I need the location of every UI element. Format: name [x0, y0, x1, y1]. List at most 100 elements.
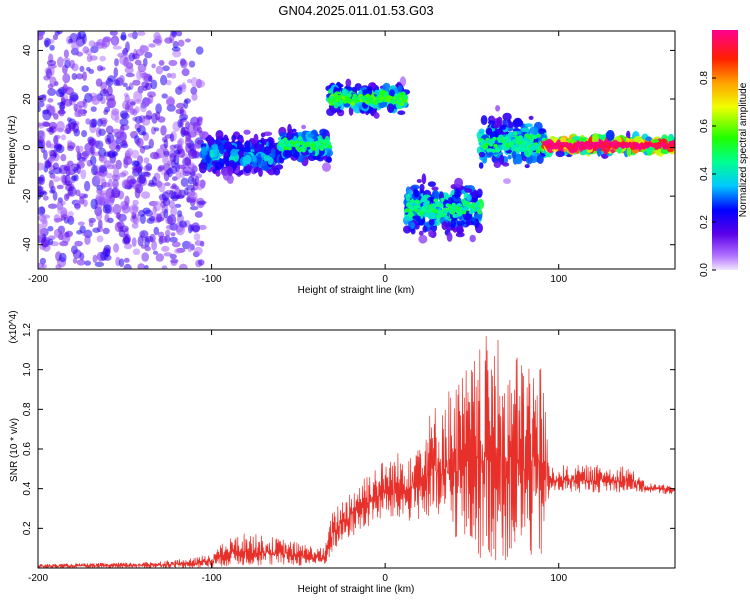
spectrogram-cell [633, 136, 642, 144]
spectrogram-cell [254, 167, 262, 172]
spectrogram-cell [126, 148, 134, 157]
spectrogram-cell [215, 169, 221, 177]
spectrogram-cell [57, 110, 66, 115]
spectrogram-cell [57, 56, 64, 68]
spectrogram-cell [180, 177, 189, 187]
spectrogram-cell [136, 127, 141, 133]
spectrogram-cell [102, 88, 108, 95]
spectrogram-cell [141, 118, 151, 126]
spectrogram-cell [62, 83, 68, 94]
spectrogram-cell [63, 98, 73, 107]
spectrogram-cell [42, 195, 49, 201]
snr-xtick-label: 100 [550, 573, 567, 584]
spectrogram-ridge-cell [502, 142, 508, 147]
spectrogram-cell [261, 165, 271, 171]
spectrogram-cell [141, 81, 150, 88]
spectrogram-cell [626, 146, 632, 157]
spectrogram-cell [131, 160, 140, 167]
spectrogram-ylabel: Frequency (Hz) [7, 116, 18, 185]
spectrogram-cell [465, 220, 475, 226]
spectrogram-cell [166, 96, 175, 107]
spectrogram-cell [524, 147, 532, 158]
spectrogram-frame [37, 30, 676, 270]
spectrogram-cell [56, 120, 65, 132]
spectrogram-cell [122, 82, 128, 88]
spectrogram-cell [52, 191, 58, 201]
spectrogram-cell [103, 248, 111, 254]
snr-ytick-label: 1.0 [22, 362, 33, 376]
spectrogram-cell [127, 32, 136, 38]
spectrogram-ridge-cell [518, 135, 523, 140]
snr-xlabel: Height of straight line (km) [298, 584, 415, 595]
spectrogram-xtick-label: -100 [202, 274, 222, 285]
spectrogram-cell [96, 235, 104, 243]
spectrogram-cell [160, 74, 168, 86]
spectrogram-xtick-label: -200 [28, 274, 48, 285]
spectrogram-cell [164, 315, 169, 319]
spectrogram-ridge-cell [440, 197, 445, 202]
spectrogram-cell [125, 72, 135, 78]
spectrogram-cell [105, 125, 114, 135]
spectrogram-ridge-cell [533, 135, 538, 139]
spectrogram-cell [223, 141, 233, 151]
spectrogram-cell [90, 45, 99, 54]
spectrogram-cell [67, 215, 74, 222]
spectrogram-cell [605, 129, 615, 141]
spectrogram-cell [476, 188, 483, 198]
spectrogram-cell [139, 213, 146, 225]
spectrogram-cell [525, 155, 533, 165]
spectrogram-cell [98, 164, 107, 173]
spectrogram-cell [123, 158, 129, 169]
spectrogram-cell [89, 55, 98, 61]
spectrogram-cell [187, 241, 193, 253]
spectrogram-cell [106, 164, 115, 170]
spectrogram-cell [189, 206, 199, 211]
spectrogram-cell [78, 31, 86, 40]
spectrogram-cell [54, 134, 61, 140]
spectrogram-cell [113, 79, 121, 86]
spectrogram-cell [325, 149, 333, 157]
spectrogram-cell [134, 59, 142, 66]
spectrogram-ridge-cell [338, 99, 344, 104]
spectrogram-cell [170, 232, 176, 237]
spectrogram-cell [131, 237, 137, 247]
spectrogram-cell [163, 138, 169, 149]
spectrogram-cell [387, 103, 395, 114]
spectrogram-cell [478, 128, 485, 134]
spectrogram-ridge-cell [536, 133, 541, 138]
spectrogram-cell [326, 156, 332, 163]
spectrogram-cell [421, 173, 427, 185]
spectrogram-cell [187, 149, 197, 157]
spectrogram-cell [84, 235, 91, 245]
spectrogram-cell [163, 208, 169, 219]
spectrogram-cell [268, 139, 274, 150]
spectrogram-ridge-cell [487, 148, 493, 153]
spectrogram-cell [38, 106, 41, 113]
spectrogram-ridge-cell [454, 213, 459, 218]
spectrogram-cell [47, 98, 54, 103]
spectrogram-cell [524, 164, 530, 169]
spectrogram-cell [130, 101, 136, 106]
spectrogram-cell [142, 101, 150, 107]
spectrogram-cell [163, 252, 173, 257]
spectrogram-cell [79, 65, 85, 72]
spectrogram-cell [183, 99, 189, 109]
spectrogram-cell [106, 100, 115, 108]
spectrogram-ridge-cell [287, 146, 292, 151]
snr-ytick-label: 0.8 [22, 402, 33, 416]
spectrogram-cell [67, 186, 77, 197]
spectrogram-cell [73, 103, 78, 112]
spectrogram-cell [72, 257, 78, 264]
spectrogram-cell [52, 34, 59, 41]
spectrogram-cell [478, 151, 486, 158]
spectrogram-ridge-cell [403, 95, 409, 100]
spectrogram-cell [507, 154, 512, 160]
spectrogram-ridge-cell [415, 200, 420, 204]
spectrogram-ridge-cell [506, 143, 511, 148]
spectrogram-cell [97, 118, 103, 127]
snr-series-line [38, 336, 675, 568]
spectrogram-cell [139, 230, 149, 239]
spectrogram-cell [134, 187, 141, 199]
spectrogram-cell [148, 215, 156, 222]
spectrogram-cell [197, 259, 205, 266]
